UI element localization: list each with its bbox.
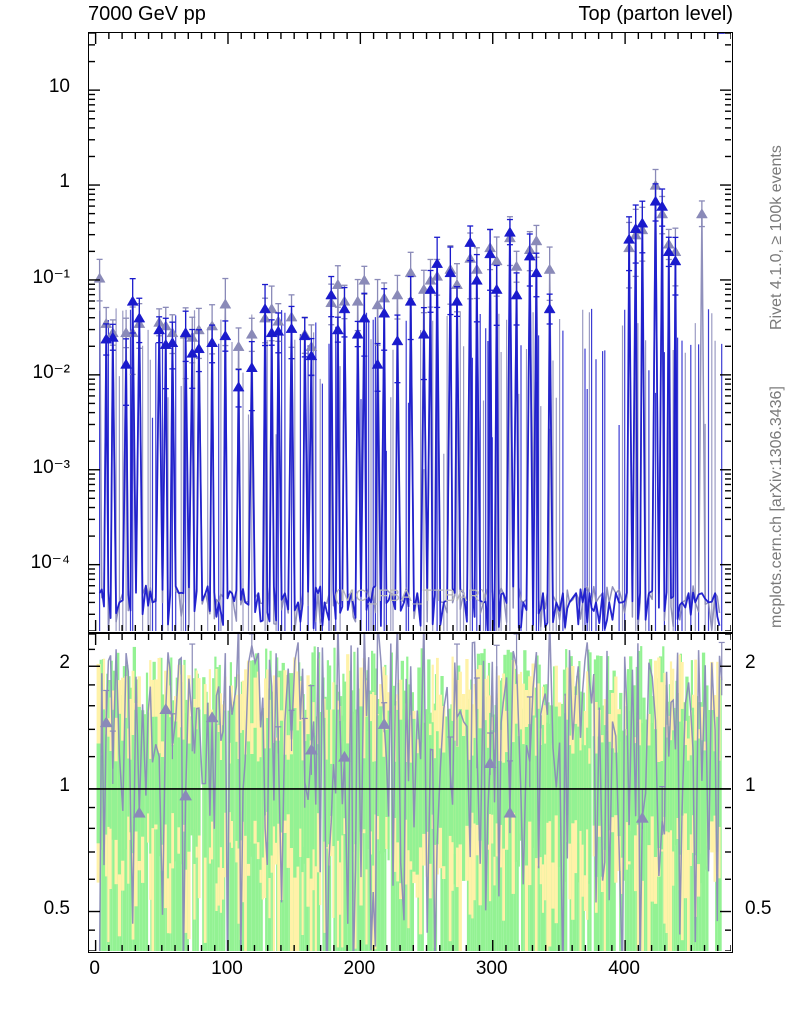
data-series-1a1acc [98, 33, 725, 631]
x-tick-label: 300 [475, 958, 508, 979]
main-plot-canvas [89, 33, 731, 631]
header-process-label: Top (parton level) [578, 3, 733, 25]
ratio-tick-label-left: 2 [59, 652, 70, 674]
ratio-tick-label-left: 0.5 [43, 897, 70, 919]
y-tick-label-main: 10 [48, 76, 70, 98]
header-beam-label: 7000 GeV pp [88, 3, 206, 25]
ratio-tick-label-right: 2 [745, 652, 756, 674]
x-tick-label: 200 [343, 958, 376, 979]
x-axis-ticks-main [94, 33, 731, 631]
ratio-tick-label-right: 0.5 [745, 897, 772, 919]
main-plot-panel [88, 32, 733, 633]
y-tick-label-main: 10⁻² [32, 361, 71, 383]
ratio-curve [98, 634, 725, 951]
y-tick-label-main: 10⁻¹ [32, 266, 71, 288]
y-axis-labels-ratio-right: 2 1 0.5 [737, 633, 786, 953]
ratio-tick-label-left: 1 [59, 774, 70, 796]
low-value-spikes [99, 308, 723, 631]
y-tick-label-main: 10⁻⁴ [30, 551, 70, 573]
ratio-axis-ticks [89, 634, 731, 951]
analysis-watermark: (MC_FBA_TTBAR) [334, 586, 487, 605]
ratio-plot-panel [88, 633, 733, 953]
rivet-version-note: Rivet 4.1.0, ≥ 100k events [768, 145, 785, 330]
ratio-tick-label-right: 1 [745, 774, 756, 796]
y-tick-label-main: 10⁻³ [32, 456, 71, 478]
y-axis-labels-ratio-left: 2 1 0.5 [0, 633, 80, 953]
x-tick-label: 100 [211, 958, 243, 979]
y-axis-labels-main: 10 1 10⁻¹ 10⁻² 10⁻³ 10⁻⁴ [0, 32, 80, 633]
y-tick-label-main: 1 [59, 171, 70, 193]
mcplots-source-note: mcplots.cern.ch [arXiv:1306.3436] [768, 386, 785, 628]
ratio-plot-canvas [89, 634, 731, 951]
x-tick-label: 0 [89, 958, 100, 979]
x-axis-labels: 0 100 200 300 400 [88, 958, 733, 988]
axis-ticks [89, 33, 731, 631]
x-tick-label: 400 [608, 958, 640, 979]
